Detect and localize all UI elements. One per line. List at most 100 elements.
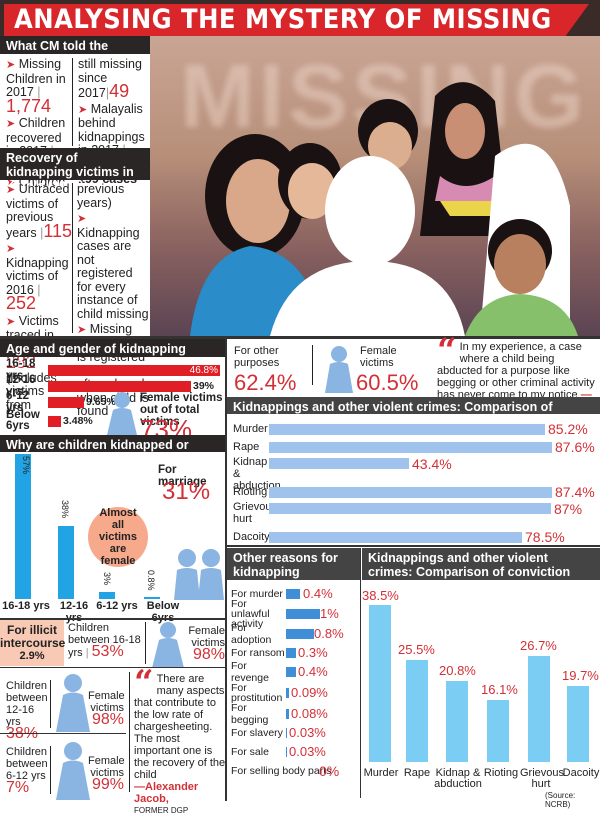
divider bbox=[0, 618, 225, 620]
why-bar-label: 38% bbox=[60, 500, 70, 519]
arrow-icon: ➤ bbox=[6, 184, 16, 196]
reason-row: For prostitution 0.09% bbox=[231, 681, 328, 704]
recovery-header: Recovery of kidnapping victims in Kerala… bbox=[0, 148, 150, 193]
children-12-16: Children between 12-16 yrs 38% bbox=[6, 680, 48, 742]
conviction-bar-label: 25.5% bbox=[398, 642, 435, 657]
cm-stat-missing: ➤ Missing Children in 2017 | 1,774 bbox=[6, 57, 66, 116]
female-other-label: Female victims bbox=[360, 345, 397, 369]
other-purposes-value: 62.4% bbox=[234, 370, 297, 395]
conviction-bar-label: 26.7% bbox=[520, 638, 557, 653]
female-16-18: Female victims 98% bbox=[188, 625, 225, 663]
conviction-bar bbox=[487, 700, 509, 762]
age-row: 12-16 yrs 39% bbox=[6, 374, 215, 398]
divider bbox=[0, 667, 225, 668]
female-silhouette-icon bbox=[56, 742, 90, 800]
divider bbox=[225, 339, 227, 801]
conviction-bar bbox=[406, 660, 428, 762]
reason-row: For selling body parts 0% bbox=[231, 762, 340, 779]
why-bar-label: 57% bbox=[21, 456, 31, 475]
arrow-icon: ➤ bbox=[6, 315, 16, 328]
age-bar-chart: 16-18 yrs 46.8% 12-16 yrs 39% 6-12 yrs 9.65… bbox=[6, 358, 221, 432]
divider bbox=[72, 58, 73, 146]
divider bbox=[129, 672, 130, 792]
why-bar bbox=[58, 526, 74, 599]
arrow-icon: ➤ bbox=[6, 243, 16, 255]
reason-row: For revenge 0.4% bbox=[231, 659, 328, 684]
quote-icon: “ bbox=[134, 663, 154, 703]
divider bbox=[72, 183, 73, 333]
age-bar bbox=[48, 396, 84, 408]
arrow-icon: ➤ bbox=[6, 177, 15, 189]
female-12-16: Female victims 98% bbox=[88, 690, 125, 728]
divider bbox=[227, 545, 600, 547]
conviction-bar bbox=[446, 681, 468, 762]
conviction-bar-label: 20.8% bbox=[439, 663, 476, 678]
reason-row: For sale 0.03% bbox=[231, 744, 326, 759]
arrow-icon: ➤ bbox=[77, 213, 87, 225]
conviction-bar-label: 19.7% bbox=[562, 668, 599, 683]
conviction-bar-label: 38.5% bbox=[362, 588, 399, 603]
age-row: 16-18 yrs 46.8% bbox=[6, 358, 220, 382]
reason-row: For slavery 0.03% bbox=[231, 725, 326, 740]
chargesheet-chart: Murder 85.2% Rape 87.6% Kidnap & abduction… bbox=[233, 420, 598, 546]
chargesheet-row: Grievous hurt 87% bbox=[233, 501, 583, 525]
cm-assembly-header: What CM told the assembly bbox=[0, 36, 150, 67]
age-gender-header: Age and gender of kidnapping victims bbox=[0, 339, 225, 370]
divider bbox=[0, 733, 126, 734]
divider bbox=[0, 336, 600, 339]
other-purposes-label: For other purposes bbox=[234, 345, 280, 369]
source-note: (Source: NCRB) bbox=[545, 791, 576, 809]
female-silhouette-icon bbox=[56, 674, 90, 732]
marriage-value: 31% bbox=[162, 478, 211, 505]
female-victims-label: Female victims out of total victims bbox=[140, 392, 223, 428]
divider bbox=[360, 548, 361, 798]
conviction-header: Kidnappings and other violent crimes: Co… bbox=[362, 548, 600, 593]
why-bar bbox=[144, 597, 160, 599]
conviction-chart: 38.5% 25.5% 20.8% 16.1% 26.7% 19.7% bbox=[362, 580, 600, 770]
female-silhouette-icon bbox=[107, 392, 137, 435]
illicit-box: For illicit intercourse 2.9% bbox=[0, 620, 65, 666]
reason-row: For adoption 0.8% bbox=[231, 621, 344, 646]
divider bbox=[50, 746, 51, 794]
divider bbox=[50, 680, 51, 728]
page-title: ANALYSING THE MYSTERY OF MISSING CHILDRE… bbox=[4, 4, 589, 36]
age-row: Below 6yrs 3.48% bbox=[6, 409, 93, 432]
other-reasons-header: Other reasons for kidnapping bbox=[227, 548, 360, 580]
almost-all-female-badge: Almost all victims are female bbox=[88, 507, 148, 567]
conviction-bar bbox=[567, 686, 589, 762]
reason-row: For murder 0.4% bbox=[231, 586, 333, 601]
arrow-icon: ➤ bbox=[6, 59, 16, 71]
conviction-x-axis: Murder Rape Kidnap & abduction Rioting G… bbox=[363, 767, 600, 790]
reason-row: For unlawful activity 1% bbox=[231, 597, 339, 630]
recovery-untraced: ➤ Untraced victims of previous years |11… bbox=[6, 182, 73, 241]
female-6-12: Female victims 99% bbox=[88, 755, 125, 793]
why-bar-label: 0.8% bbox=[146, 570, 156, 591]
quote-icon: “ bbox=[437, 331, 457, 371]
marriage-label: For marriage bbox=[158, 464, 207, 488]
female-silhouette-icon bbox=[152, 622, 184, 668]
children-6-12: Children between 6-12 yrs 7% bbox=[6, 746, 48, 796]
recovery-cont: previous years) bbox=[77, 182, 125, 210]
why-bar-chart: 57% 38% 3% 0.8% Almost all victims are f… bbox=[0, 452, 225, 600]
chargesheet-row: Rioting 87.4% bbox=[233, 484, 595, 500]
chargesheet-row: Kidnap & abduction 43.4% bbox=[233, 456, 452, 492]
children-illustration-icon bbox=[190, 82, 578, 336]
female-silhouette-icon bbox=[325, 346, 353, 393]
reason-row: For begging 0.08% bbox=[231, 701, 328, 726]
two-girls-icon bbox=[174, 549, 224, 600]
divider bbox=[145, 622, 146, 664]
chargesheet-header: Kidnappings and other violent crimes: Co… bbox=[227, 397, 600, 428]
why-bar bbox=[99, 592, 115, 599]
arrow-icon: ➤ bbox=[6, 118, 16, 130]
illustration-photo: MISSING bbox=[150, 36, 600, 336]
conviction-bar bbox=[369, 605, 391, 762]
chargesheet-row: Rape 87.6% bbox=[233, 439, 595, 455]
quote-jacob: “ There are many aspects that contribute… bbox=[134, 663, 226, 815]
reason-row: For ransom 0.3% bbox=[231, 645, 328, 660]
chargesheet-row: Dacoity 78.5% bbox=[233, 529, 565, 545]
divider bbox=[312, 345, 313, 385]
age-bar bbox=[48, 415, 61, 427]
arrow-icon: ➤ bbox=[77, 324, 87, 336]
conviction-bar-label: 16.1% bbox=[481, 682, 518, 697]
why-bar-label: 3% bbox=[102, 572, 112, 586]
